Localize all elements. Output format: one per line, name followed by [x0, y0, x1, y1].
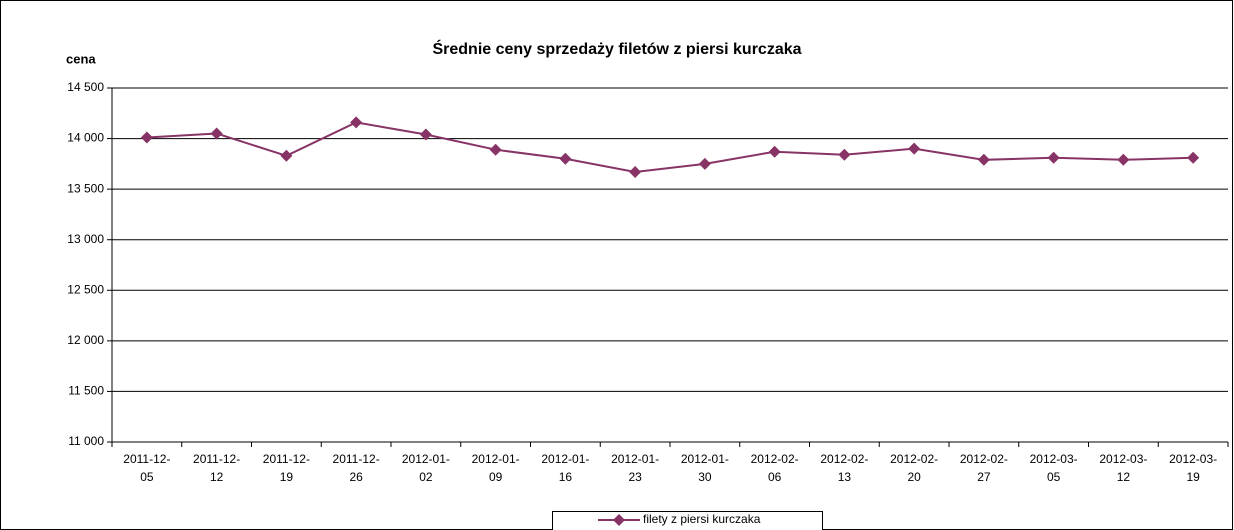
- x-tick-label: 2012-01- 02: [402, 452, 450, 484]
- x-tick-label-line: 19: [1186, 470, 1200, 484]
- y-tick-label: 14 500: [67, 80, 104, 94]
- x-tick-label-line: 06: [768, 470, 782, 484]
- x-tick-label-line: 2012-02-: [820, 452, 868, 466]
- x-tick-label-line: 05: [1047, 470, 1061, 484]
- x-tick-label: 2012-01- 23: [611, 452, 659, 484]
- marker: [838, 148, 851, 161]
- x-tick-label-line: 2011-12-: [123, 452, 170, 466]
- marker: [629, 165, 642, 178]
- x-tick-label-line: 19: [280, 470, 294, 484]
- marker: [613, 514, 625, 526]
- y-tick-label: 12 500: [67, 282, 104, 296]
- marker: [210, 127, 223, 140]
- marker: [419, 128, 432, 141]
- x-tick-label-line: 2011-12-: [263, 452, 310, 466]
- x-tick-label-line: 2012-01-: [541, 452, 589, 466]
- x-tick-label-line: 2012-03-: [1169, 452, 1217, 466]
- y-tick-label: 13 500: [67, 181, 104, 195]
- x-tick-label-line: 2012-01-: [472, 452, 520, 466]
- x-tick-label: 2012-02- 20: [890, 452, 938, 484]
- legend-label: filety z piersi kurczaka: [643, 512, 761, 526]
- x-tick-label-line: 2012-01-: [611, 452, 659, 466]
- x-tick-label: 2011-12- 12: [193, 452, 240, 484]
- x-tick-label-line: 2012-02-: [960, 452, 1008, 466]
- y-axis-label: cena: [66, 51, 96, 66]
- x-tick-label-line: 27: [977, 470, 991, 484]
- x-tick-label-line: 09: [489, 470, 503, 484]
- x-tick-label: 2012-02- 13: [820, 452, 868, 484]
- y-tick-label: 13 000: [67, 232, 104, 246]
- x-tick-label-line: 26: [349, 470, 363, 484]
- y-tick-label: 11 000: [68, 434, 104, 448]
- x-tick-label-line: 2012-01-: [681, 452, 729, 466]
- y-tick-label: 14 000: [67, 131, 104, 145]
- marker: [768, 145, 781, 158]
- x-tick-label: 2012-03- 12: [1099, 452, 1147, 484]
- x-tick-label-line: 16: [559, 470, 573, 484]
- x-tick-label: 2012-03- 05: [1030, 452, 1078, 484]
- marker: [489, 143, 502, 156]
- x-tick-label: 2012-02- 27: [960, 452, 1008, 484]
- marker: [140, 131, 153, 144]
- y-tick-label: 12 000: [67, 333, 104, 347]
- x-tick-label: 2012-01- 30: [681, 452, 729, 484]
- marker: [350, 116, 363, 129]
- series-line: [146, 121, 1194, 173]
- x-tick-label-line: 23: [628, 470, 642, 484]
- x-tick-label-line: 2012-02-: [751, 452, 799, 466]
- x-tick-label-line: 2011-12-: [193, 452, 240, 466]
- x-tick-label: 2012-03- 19: [1169, 452, 1217, 484]
- x-tick-label-line: 30: [698, 470, 712, 484]
- x-tick-label: 2011-12- 19: [263, 452, 310, 484]
- x-tick-label: 2012-02- 06: [751, 452, 799, 484]
- marker: [908, 142, 921, 155]
- x-tick-label-line: 2012-03-: [1099, 452, 1147, 466]
- marker: [280, 149, 293, 162]
- x-tick-label-line: 2012-03-: [1030, 452, 1078, 466]
- marker: [1047, 151, 1060, 164]
- x-tick-label-line: 2011-12-: [333, 452, 380, 466]
- x-tick-label-line: 12: [210, 470, 224, 484]
- x-tick-label: 2012-01- 09: [472, 452, 520, 484]
- marker: [698, 157, 711, 170]
- marker: [977, 153, 990, 166]
- x-tick-label: 2012-01- 16: [541, 452, 589, 484]
- marker: [559, 152, 572, 165]
- x-tick-label: 2011-12- 05: [123, 452, 170, 484]
- x-tick-label-line: 2012-01-: [402, 452, 450, 466]
- x-tick-label-line: 20: [907, 470, 921, 484]
- marker: [1117, 153, 1130, 166]
- y-tick-label: 11 500: [68, 384, 104, 398]
- x-tick-label-line: 13: [838, 470, 852, 484]
- x-tick-label-line: 05: [140, 470, 154, 484]
- marker: [1187, 151, 1200, 164]
- x-tick-label-line: 12: [1117, 470, 1131, 484]
- x-tick-label-line: 2012-02-: [890, 452, 938, 466]
- x-tick-label: 2011-12- 26: [333, 452, 380, 484]
- x-tick-label-line: 02: [419, 470, 433, 484]
- chart-title: Średnie ceny sprzedaży filetów z piersi …: [432, 39, 801, 58]
